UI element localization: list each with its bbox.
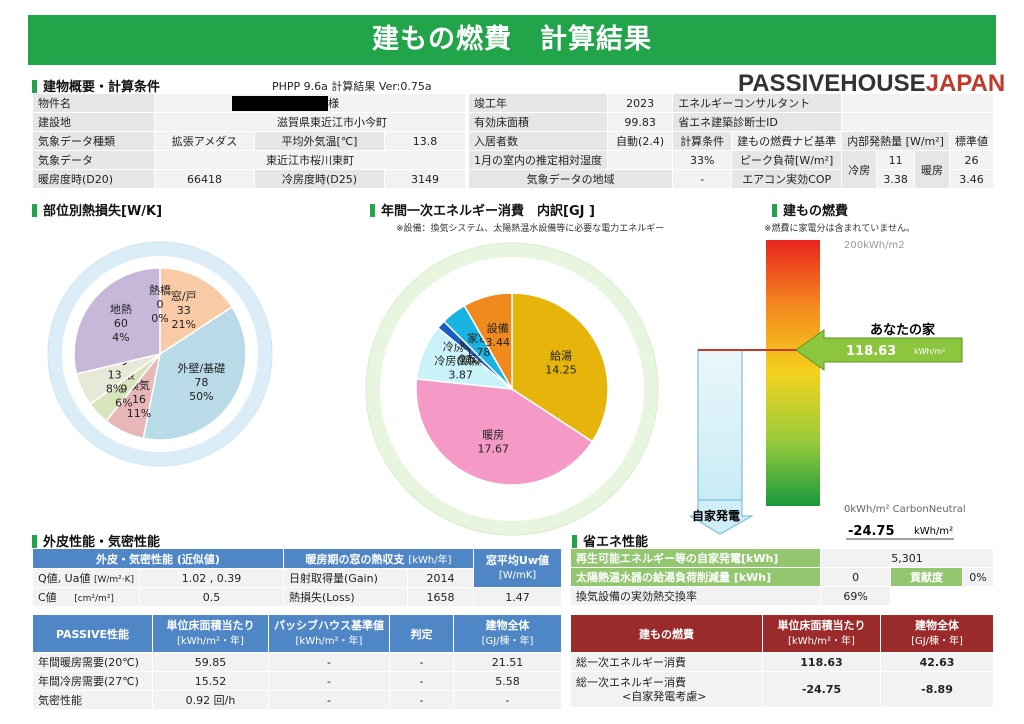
report-title: 建もの燃費 計算結果 xyxy=(28,15,996,65)
q-label: Q値, Ua値 [W/m²·K] xyxy=(31,568,141,588)
section-fuel: 建もの燃費 xyxy=(772,200,848,219)
gauge-bar xyxy=(766,240,820,506)
pie-label-家電: 1.78 xyxy=(466,346,491,359)
property-name: 様 xyxy=(154,93,466,113)
pie-label-地熱: 60 xyxy=(114,317,128,330)
section-building-overview: 建物概要・計算条件 xyxy=(32,76,160,95)
pie-slice-設備 xyxy=(463,292,513,392)
pie-slice-窓戸 xyxy=(159,267,234,356)
pie-label-給湯: 14.25 xyxy=(545,364,577,377)
pie-label-給湯: 給湯 xyxy=(550,349,572,363)
building-info-left: 物件名様 建設地 滋賀県東近江市小今町 気象データ種類 拡張アメダス 平均外気温[℃]… xyxy=(32,93,466,189)
pie-label-換気: 11% xyxy=(127,407,151,420)
energy-pie-chart: 給湯14.25暖房17.67冷房(顕熱)3.87冷房(潜熱)0.00照明0.62… xyxy=(365,242,659,536)
window-balance-header: 暖房期の窓の熱収支 [kWh/年] xyxy=(283,548,474,569)
your-house-value: 118.63 xyxy=(846,344,896,359)
fuel-table: 建もの燃費 単位床面積当たり [kWh/m²・年] 建物全体 [GJ/棟・年] 総一次エ… xyxy=(570,614,994,708)
uw-header: 窓平均Uw値 [W/mK] xyxy=(473,548,562,588)
label: 物件名 xyxy=(32,93,155,113)
pie-label-設備: 設備 xyxy=(487,321,509,335)
pie-label-屋根: 6% xyxy=(115,396,132,409)
self-gen-arrow xyxy=(690,499,754,535)
pie-slice-暖房 xyxy=(415,378,594,486)
pie-label-屋根: 9 xyxy=(120,382,127,395)
building-info-right: 竣工年 2023 エネルギーコンサルタント 有効床面積 99.83 省エネ建築診断士ID… xyxy=(467,93,994,189)
pie-label-熱橋: 0% xyxy=(151,312,168,325)
pie-slice-外壁基礎 xyxy=(142,305,247,441)
pie-label-設備: 3.44 xyxy=(485,336,510,349)
pie-label-スラブ: 13 xyxy=(108,369,122,382)
gauge-top-label: 200kWh/m2 xyxy=(844,240,905,251)
self-gen-label: 自家発電 xyxy=(692,508,740,523)
heat-loss-pie-chart: 窓/戸3321%外壁/基礎7850%換気1611%屋根96%スラブ138%地熱6… xyxy=(47,241,273,467)
pie-label-スラブ: 8% xyxy=(106,383,123,396)
pie-label-外壁基礎: 50% xyxy=(189,390,213,403)
section-heat-loss: 部位別熱損失[W/K] xyxy=(32,200,162,219)
c-label: C値 [cm²/m²] xyxy=(31,587,141,607)
site-value: 滋賀県東近江市小今町 xyxy=(154,112,466,132)
eco-table: 再生可能エネルギー等の自家発電[kWh] 5,301 太陽熱温水器の給湯負荷削減量… xyxy=(569,548,994,606)
section-envelope: 外皮性能・気密性能 xyxy=(32,531,160,550)
section-eco: 省エネ性能 xyxy=(572,531,648,550)
pie-label-照明: 0.62 xyxy=(458,353,483,366)
pie-label-暖房: 暖房 xyxy=(482,428,504,441)
redacted-block xyxy=(232,96,328,112)
pie-label-熱橋: 熱橋 xyxy=(149,283,171,297)
pie-label-外壁基礎: 外壁/基礎 xyxy=(177,361,225,375)
gauge-bottom-label: 0kWh/m² CarbonNeutral xyxy=(844,504,966,515)
passive-table: PASSIVE性能 単位床面積当たり [kWh/m²・年] パッシブハウス基準値 [kW… xyxy=(32,614,562,710)
pie-label-地熱: 地熱 xyxy=(110,303,132,316)
your-house-unit: kWh/m² xyxy=(914,347,945,356)
fuel-gauge: 200kWh/m2 0kWh/m² CarbonNeutral あなたの家 11… xyxy=(690,240,966,540)
pie-label-暖房: 17.67 xyxy=(478,442,510,455)
pie-label-地熱: 4% xyxy=(112,331,129,344)
pie-label-冷房顕熱: 3.87 xyxy=(448,368,473,381)
logo: PASSIVEHOUSEJAPAN xyxy=(738,70,1006,97)
pie-label-外壁基礎: 78 xyxy=(194,376,208,389)
pie-label-窓戸: 33 xyxy=(177,304,191,317)
pie-label-窓戸: 21% xyxy=(172,318,196,331)
energy-note: ※設備：換気システム、太陽熱温水設備等に必要な電力エネルギー xyxy=(396,224,665,234)
section-energy-breakdown: 年間一次エネルギー消費 内訳[GJ ] xyxy=(370,200,595,219)
your-house-label: あなたの家 xyxy=(870,322,936,338)
fuel-note: ※燃費に家電分は含まれていません。 xyxy=(764,224,916,234)
pie-label-窓戸: 窓/戸 xyxy=(171,289,197,303)
your-house-arrow xyxy=(795,329,963,371)
envelope-table: 外皮・気密性能 (近似値) 暖房期の窓の熱収支 [kWh/年] 窓平均Uw値 [W/m… xyxy=(31,548,562,607)
self-gen-value: -24.75 xyxy=(848,524,895,539)
pie-label-換気: 16 xyxy=(132,393,146,406)
self-gen-unit: kWh/m² xyxy=(914,526,953,537)
pie-slice-地熱 xyxy=(73,267,161,375)
pie-label-熱橋: 0 xyxy=(157,298,164,311)
self-gen-bar xyxy=(697,349,743,501)
version-label: PHPP 9.6a 計算結果 Ver:0.75a xyxy=(272,80,432,93)
